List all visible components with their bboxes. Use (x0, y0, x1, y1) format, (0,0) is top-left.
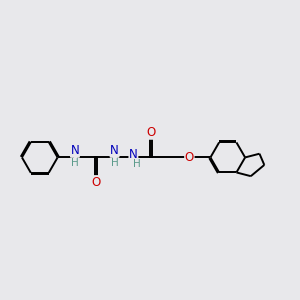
Text: H: H (133, 159, 140, 170)
Text: O: O (146, 126, 155, 139)
Text: N: N (129, 148, 138, 161)
Text: N: N (70, 144, 79, 157)
Text: H: H (111, 158, 119, 168)
Text: O: O (91, 176, 101, 189)
Text: H: H (71, 158, 79, 168)
Text: N: N (110, 144, 119, 157)
Text: O: O (185, 151, 194, 164)
